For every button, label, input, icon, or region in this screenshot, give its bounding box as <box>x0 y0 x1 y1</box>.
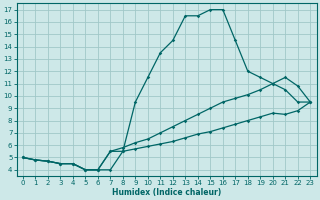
X-axis label: Humidex (Indice chaleur): Humidex (Indice chaleur) <box>112 188 221 197</box>
